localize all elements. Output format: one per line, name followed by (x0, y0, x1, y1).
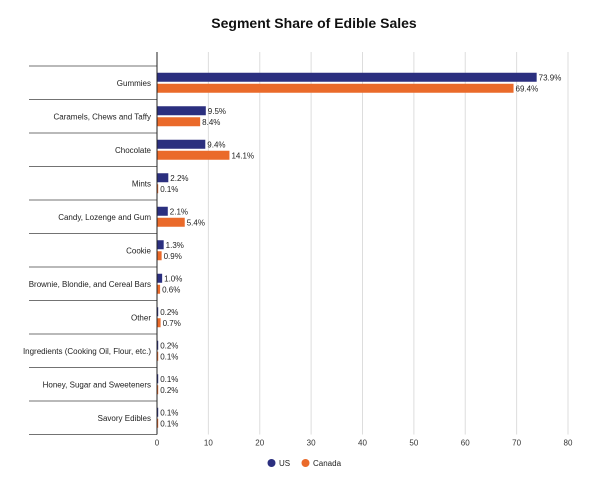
data-label: 0.1% (160, 419, 178, 428)
data-label: 0.1% (160, 352, 178, 361)
data-label: 0.7% (163, 319, 181, 328)
data-label: 0.1% (160, 375, 178, 384)
data-label: 0.1% (160, 408, 178, 417)
row-separators (29, 65, 157, 435)
category-label: Other (131, 313, 151, 322)
bar-us (157, 374, 159, 384)
data-label: 0.2% (160, 308, 178, 317)
x-tick-label: 20 (255, 439, 264, 448)
x-tick-label: 60 (461, 439, 470, 448)
bar-us (157, 72, 537, 82)
bar-canada (157, 184, 159, 194)
category-label: Chocolate (115, 146, 152, 155)
axis: 0 10 20 30 40 50 60 70 80 (155, 52, 573, 448)
legend-label: US (279, 459, 290, 468)
bar-canada (157, 150, 230, 160)
data-label: 0.2% (160, 341, 178, 350)
data-label: 0.6% (162, 285, 180, 294)
x-tick-label: 40 (358, 439, 367, 448)
legend-marker-canada (301, 459, 310, 467)
category-label: Cookie (126, 246, 151, 255)
bar-canada (157, 385, 159, 395)
legend-marker-us (267, 459, 276, 467)
category-label: Honey, Sugar and Sweeteners (43, 380, 151, 389)
category-label: Savory Edibles (98, 414, 151, 423)
bar-canada (157, 284, 161, 294)
category-label: Ingredients (Cooking Oil, Flour, etc.) (23, 347, 151, 356)
bar-us (157, 307, 159, 317)
grid-lines (207, 52, 569, 435)
data-label: 14.1% (231, 151, 254, 160)
bars: 73.9%69.4% 9.5% 8.4% 9.4% 14.1% 2.2% 0.1% 2.1% 5… (157, 72, 562, 428)
x-tick-label: 50 (409, 439, 418, 448)
data-label: 5.4% (187, 218, 205, 227)
category-label: Brownie, Blondie, and Cereal Bars (29, 280, 151, 289)
legend-label: Canada (313, 459, 342, 468)
legend: US Canada (267, 459, 342, 468)
category-label: Caramels, Chews and Taffy (53, 112, 151, 121)
bar-canada (157, 351, 159, 361)
category-label: Candy, Lozenge and Gum (58, 213, 151, 222)
x-tick-label: 0 (155, 439, 160, 448)
bar-us (157, 273, 163, 283)
bar-us (157, 206, 168, 216)
data-label: 69.4% (516, 84, 539, 93)
bar-canada (157, 318, 161, 328)
data-label: 1.3% (166, 241, 184, 250)
data-label: 0.9% (164, 252, 182, 261)
category-labels: Gummies Caramels, Chews and Taffy Chocolat… (23, 79, 152, 423)
data-label: 2.2% (170, 174, 188, 183)
data-label: 73.9% (539, 73, 562, 82)
data-label: 0.1% (160, 185, 178, 194)
data-label: 0.2% (160, 386, 178, 395)
bar-us (157, 240, 164, 250)
data-label: 2.1% (170, 207, 188, 216)
bar-canada (157, 251, 162, 261)
data-label: 1.0% (164, 274, 182, 283)
data-label: 9.5% (208, 107, 226, 116)
category-label: Mints (132, 179, 151, 188)
bar-us (157, 173, 169, 183)
chart-title: Segment Share of Edible Sales (211, 15, 417, 31)
bar-canada (157, 83, 514, 93)
data-label: 8.4% (202, 118, 220, 127)
category-label: Gummies (117, 79, 151, 88)
bar-canada (157, 117, 201, 127)
bar-canada (157, 418, 159, 428)
bar-us (157, 106, 206, 116)
x-tick-label: 80 (564, 439, 573, 448)
x-tick-label: 10 (204, 439, 213, 448)
data-label: 9.4% (207, 140, 225, 149)
x-tick-label: 30 (307, 439, 316, 448)
x-tick-label: 70 (512, 439, 521, 448)
bar-us (157, 139, 206, 149)
bar-us (157, 407, 159, 417)
bar-canada (157, 217, 185, 227)
bar-us (157, 340, 159, 350)
